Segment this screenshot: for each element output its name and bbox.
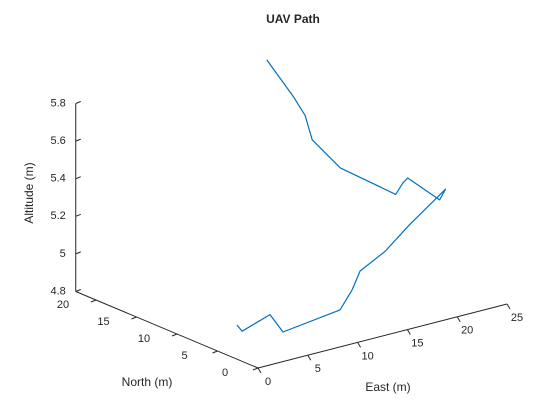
z-tick [75, 176, 81, 180]
z-tick [75, 138, 81, 142]
x-tick-label: 0 [265, 376, 271, 388]
x-tick [506, 303, 511, 310]
x-tick [406, 329, 411, 335]
x-axis [257, 303, 508, 369]
x-tick [456, 316, 461, 323]
x-tick [307, 354, 312, 361]
x-tick-label: 10 [361, 350, 373, 362]
z-tick-label: 4.8 [50, 285, 65, 297]
y-tick [252, 367, 259, 371]
z-tick [75, 289, 81, 292]
y-axis-title: North (m) [122, 375, 173, 389]
z-axis-title: Altitude (m) [22, 162, 36, 223]
y-axis [75, 291, 259, 369]
y-tick [90, 299, 97, 303]
y-tick [131, 316, 137, 320]
y-tick-label: 0 [222, 367, 228, 379]
x-tick [357, 342, 362, 348]
y-tick-label: 5 [181, 350, 187, 362]
z-tick-label: 5 [60, 248, 66, 260]
x-axis-title: East (m) [365, 380, 410, 394]
z-tick-label: 5.6 [50, 135, 65, 147]
y-tick-label: 15 [97, 316, 109, 328]
x-tick [257, 367, 262, 374]
x-tick-label: 15 [411, 338, 423, 350]
y-tick-label: 10 [138, 333, 150, 345]
z-tick [75, 251, 81, 255]
x-tick-label: 20 [461, 325, 473, 337]
path-line [236, 59, 447, 333]
z-tick-label: 5.4 [50, 173, 65, 185]
z-tick [75, 213, 81, 217]
y-tick [171, 333, 178, 337]
x-tick-label: 25 [511, 312, 523, 324]
z-tick-label: 5.2 [50, 210, 65, 222]
y-tick [212, 350, 218, 354]
x-tick-label: 5 [315, 363, 321, 375]
y-tick-label: 20 [57, 299, 69, 311]
z-tick-label: 5.8 [50, 97, 65, 109]
chart-title: UAV Path [266, 12, 320, 26]
z-tick [75, 101, 81, 104]
